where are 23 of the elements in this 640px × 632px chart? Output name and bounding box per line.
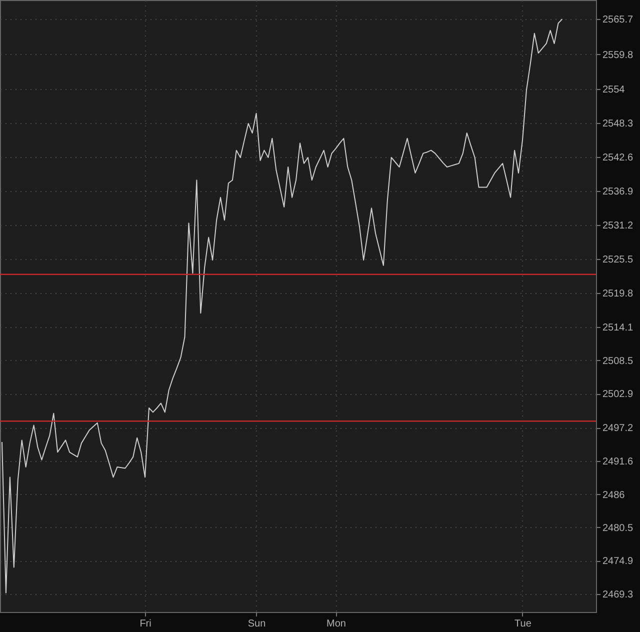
x-tick-label: Tue (514, 618, 532, 630)
y-tick-label: 2559.8 (602, 50, 634, 61)
y-tick-label: 2525.5 (602, 254, 634, 266)
y-tick-label: 2514.1 (602, 322, 634, 334)
y-tick-label: 2536.9 (602, 186, 634, 198)
y-tick-label: 2554 (602, 84, 626, 96)
y-tick-label: 2469.3 (602, 590, 634, 601)
y-tick-label: 2519.8 (602, 288, 634, 300)
y-tick-label: 2508.5 (602, 356, 634, 367)
y-tick-label: 2548.3 (602, 118, 634, 130)
y-tick-label: 2486 (602, 490, 626, 501)
y-tick-label: 2497.2 (602, 423, 634, 434)
x-tick-label: Fri (140, 618, 152, 630)
y-tick-label: 2565.7 (602, 14, 634, 26)
x-tick-label: Sun (248, 618, 266, 630)
x-tick-label: Mon (326, 618, 346, 630)
y-tick-label: 2474.9 (602, 556, 634, 568)
y-tick-label: 2480.5 (602, 522, 634, 534)
line-series (1, 18, 563, 594)
y-tick-label: 2542.6 (602, 152, 634, 164)
y-tick-label: 2491.6 (602, 456, 634, 468)
y-tick-label: 2531.2 (602, 220, 634, 232)
y-tick-label: 2502.9 (602, 389, 634, 400)
